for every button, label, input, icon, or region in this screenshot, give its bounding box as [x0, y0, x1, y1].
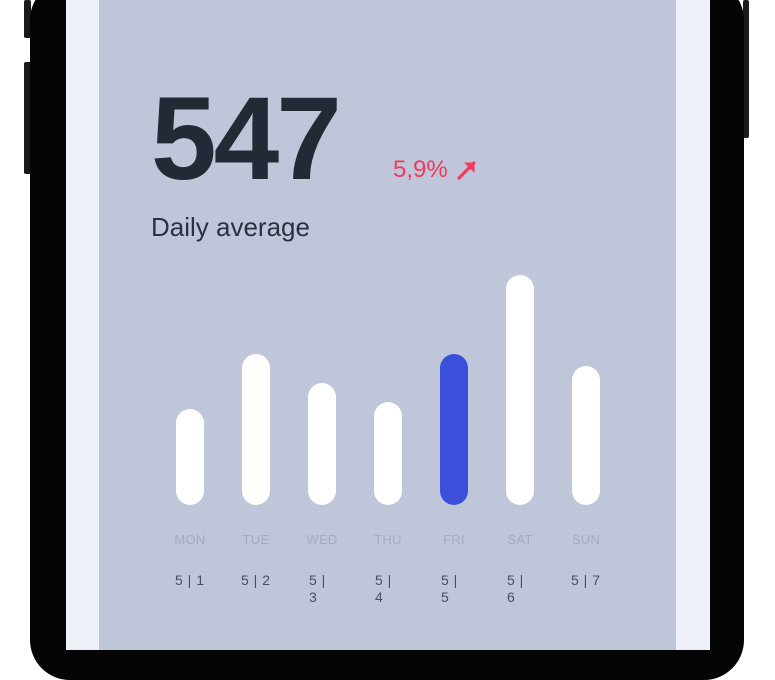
date-label-wed: 5 | 3 [309, 572, 326, 605]
bar-fri[interactable] [440, 354, 468, 505]
day-label-mon: MON [174, 532, 206, 547]
stats-card [99, 0, 676, 650]
volume-buttons [24, 62, 31, 174]
day-label-sat: SAT [507, 532, 533, 547]
silent-switch [24, 0, 31, 38]
daily-average-value: 547 [151, 73, 342, 205]
day-label-thu: THU [374, 532, 402, 547]
date-label-thu: 5 | 4 [375, 572, 392, 605]
date-label-fri: 5 | 5 [441, 572, 458, 605]
day-label-wed: WED [306, 532, 338, 547]
date-label-mon: 5 | 1 [175, 572, 205, 588]
power-button [743, 0, 749, 138]
day-label-tue: TUE [242, 532, 270, 547]
date-label-tue: 5 | 2 [241, 572, 271, 588]
date-label-sat: 5 | 6 [507, 572, 524, 605]
bar-sat[interactable] [506, 275, 534, 505]
bar-mon[interactable] [176, 409, 204, 505]
change-percentage: 5,9% [393, 156, 448, 183]
date-label-sun: 5 | 7 [571, 572, 601, 588]
bar-thu[interactable] [374, 402, 402, 505]
day-label-fri: FRI [443, 532, 465, 547]
bar-tue[interactable] [242, 354, 270, 505]
daily-average-caption: Daily average [151, 212, 310, 242]
day-label-sun: SUN [571, 532, 601, 547]
bar-wed[interactable] [308, 383, 336, 505]
bar-sun[interactable] [572, 366, 600, 505]
arrow-up-right-icon [457, 161, 476, 180]
change-indicator: 5,9% [393, 158, 478, 182]
